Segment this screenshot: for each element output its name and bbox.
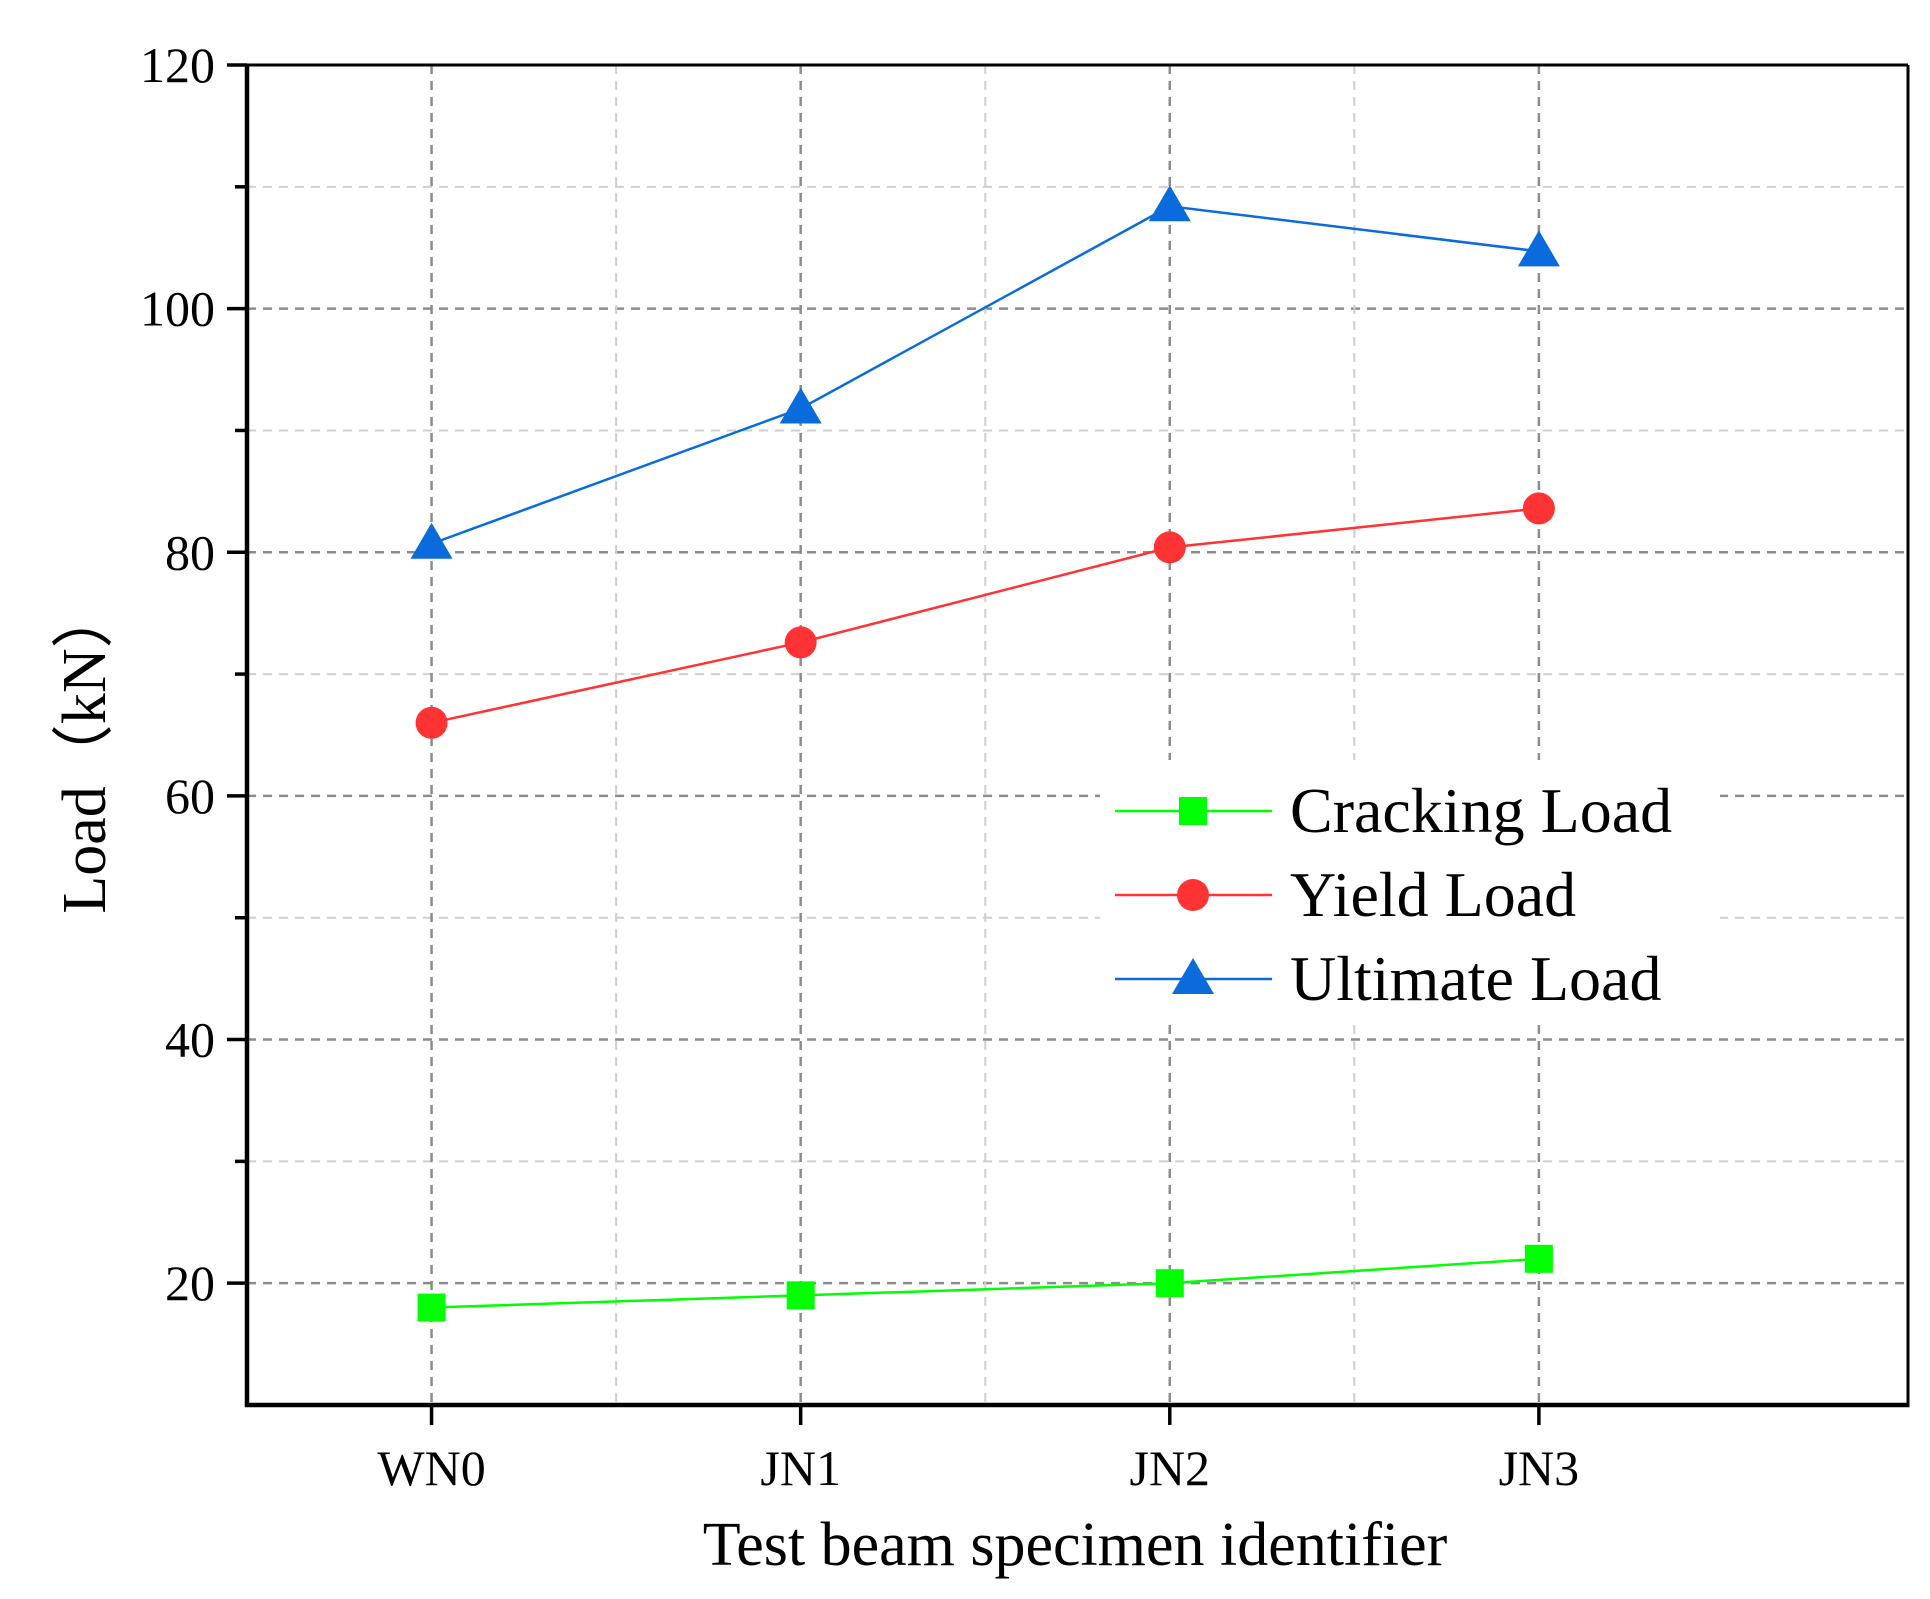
x-axis-title: Test beam specimen identifier: [703, 1511, 1448, 1579]
cracking-load-line: [431, 1257, 1539, 1309]
ultimate-load-point: [1517, 230, 1560, 267]
y-tick-label: 120: [140, 37, 215, 93]
y-tick-label: 20: [165, 1255, 215, 1311]
y-tick-label: 100: [140, 281, 215, 337]
legend-marker-cracking-load: [1179, 797, 1207, 825]
legend-marker-yield-load: [1177, 879, 1209, 911]
yield-load-point: [1153, 531, 1186, 564]
x-tick-label: JN1: [760, 1440, 841, 1496]
ultimate-load-point: [410, 522, 453, 559]
y-tick-label: 60: [165, 768, 215, 824]
y-axis-title: Load（kN）: [51, 586, 119, 913]
x-tick-label: WN0: [377, 1440, 485, 1496]
cracking-load-point: [1524, 1244, 1553, 1273]
grid: [247, 63, 1908, 1405]
axes: 20 40 60 80 100 120 WN0 JN1 JN2 JN3: [140, 37, 1910, 1496]
legend-label-ultimate-load: Ultimate Load: [1290, 943, 1661, 1014]
series-yield-load: [415, 492, 1555, 739]
legend-marker-ultimate-load: [1172, 958, 1214, 994]
cracking-load-point: [786, 1281, 815, 1310]
legend-label-cracking-load: Cracking Load: [1290, 775, 1672, 846]
yield-load-point: [1522, 492, 1555, 525]
y-tick-label: 40: [165, 1012, 215, 1068]
series-ultimate-load: [410, 185, 1560, 559]
legend: Cracking Load Yield Load Ultimate Load: [1100, 760, 1720, 1020]
x-tick-label: JN2: [1129, 1440, 1210, 1496]
series-cracking-load: [417, 1244, 1553, 1322]
cracking-load-point: [1155, 1269, 1184, 1298]
yield-load-point: [415, 706, 448, 739]
x-tick-label: JN3: [1499, 1440, 1580, 1496]
ultimate-load-line: [431, 205, 1540, 545]
ultimate-load-point: [1148, 185, 1191, 222]
yield-load-line: [431, 507, 1540, 725]
yield-load-point: [784, 626, 817, 659]
ultimate-load-point: [779, 387, 822, 424]
series: [410, 185, 1560, 1322]
cracking-load-point: [417, 1293, 446, 1322]
legend-label-yield-load: Yield Load: [1290, 859, 1576, 930]
y-tick-label: 80: [165, 524, 215, 580]
